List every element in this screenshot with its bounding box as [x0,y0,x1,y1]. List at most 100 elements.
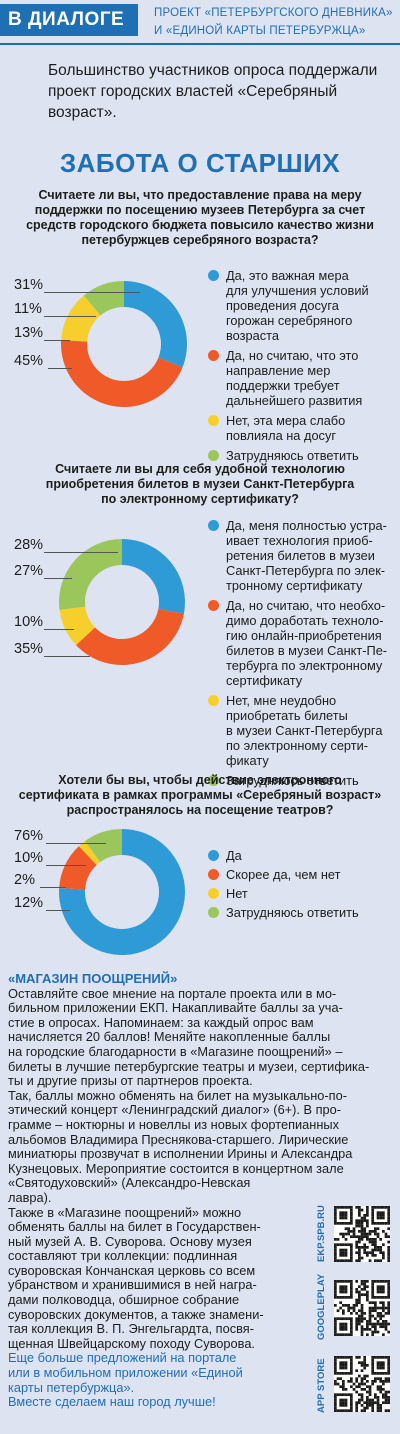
text-line: Еще больше предложений на портале [8,1350,237,1366]
blue-dot-icon [208,850,219,861]
legend-line: Да, меня полностью устра- [226,518,387,533]
legend-item: Затрудняюсь ответить [208,773,396,788]
text-line: ты и другие призы от партнеров проекта. [8,1073,253,1089]
donut-chart-2 [59,539,185,665]
qr-label: EKP.SPB.RU [316,1205,327,1262]
question-line: по электронному сертификату? [101,492,299,506]
legend-line: Затрудняюсь ответить [226,448,359,463]
blue-dot-icon [208,270,219,281]
legend-line: поддержки требует [226,378,340,393]
donut-chart-1 [60,281,187,407]
question-line: приобретения билетов в музеи Санкт-Петер… [45,477,355,491]
legend-line: повлияла на досуг [226,428,337,443]
text-line: Кузнецовых. Мероприятие состоится в конц… [8,1160,344,1176]
legend-line: для улучшения условий [226,283,369,298]
legend-2: Да, меня полностью устра-ивает технологи… [208,518,396,793]
text-line: этический концерт «Ленинградский диалог»… [8,1102,342,1118]
data-label: 28% [14,537,44,553]
question-2: Считаете ли вы для себя удобной технолог… [10,462,390,507]
text-line: карты петербуржца». [8,1379,135,1395]
green-slice [59,539,122,610]
legend-item: Затрудняюсь ответить [208,448,396,463]
yellow-dot-icon [208,415,219,426]
text-line: суворовских документов, а также знамени- [8,1306,264,1322]
green-slice [83,281,124,316]
leader-line [44,316,96,317]
header-divider [0,43,400,45]
legend-line: тронному сертификату [226,578,363,593]
leader-line [46,910,70,911]
legend-line: ивает технология приоб- [226,533,373,548]
data-label: 12% [14,895,44,911]
yellow-dot-icon [208,888,219,899]
qr-code-icon[interactable] [334,1356,390,1412]
text-line: составляют три коллекции: подлинная [8,1248,238,1264]
legend-line: димо доработать техноло- [226,613,384,628]
leader-line [44,340,70,341]
legend-line: возраста [226,328,279,343]
legend-item: Скорее да, чем нет [208,867,396,882]
legend-line: Нет, мне неудобно [226,693,337,708]
legend-item: Да, меня полностью устра-ивает технологи… [208,518,396,593]
text-line: грамме – ноктюрны и новеллы из новых фор… [8,1116,340,1132]
question-line: сертификата в рамках программы «Серебрян… [18,788,382,802]
green-slice [84,829,122,863]
legend-line: Да, это важная мера [226,268,349,283]
text-line: Оставляйте свое мнение на портале проект… [8,985,337,1001]
legend-line: Нет [226,886,248,901]
shop-paragraph-3: Также в «Магазине поощрений» можно обмен… [8,1204,320,1352]
qr-code-icon[interactable] [334,1206,390,1262]
question-line: поддержки по посещению музеев Петербурга… [34,203,366,217]
qr-label: GOOGLEPLAY [316,1273,327,1341]
legend-line: Нет, эта мера слабо [226,413,346,428]
legend-item: Нет, эта мера слабо повлияла на досуг [208,413,396,443]
legend-line: ретения билетов в музеи [226,548,375,563]
leader-line [44,552,118,553]
orange-dot-icon [208,869,219,880]
text-line: бильном приложении ЕКП. Накапливайте бал… [8,1000,343,1016]
legend-line: сертификату [226,673,303,688]
data-label: 27% [14,563,44,579]
legend-1: Да, это важная мера для улучшения условий… [208,268,396,468]
data-label: 13% [14,325,44,341]
legend-item: Да, но считаю, что это направление мер под… [208,348,396,408]
text-line: альбомов Владимира Преснякова-старшего. … [8,1131,349,1147]
leader-line [44,292,140,293]
legend-line: Да [226,848,242,863]
legend-line: Санкт-Петербурга по элек- [226,563,386,578]
lead-text: Большинство участников опроса поддержали… [48,62,378,121]
blue-slice [124,281,187,368]
project-line: И «ЕДИНОЙ КАРТЫ ПЕТЕРБУРЖЦА» [154,25,366,37]
page-title: ЗАБОТА О СТАРШИХ [59,148,341,178]
donut-chart-3 [59,829,186,955]
data-label: 45% [14,353,44,369]
legend-line: гию онлайн-приобретения [226,628,382,643]
shop-paragraph-2: Так, баллы можно обменять на билет на му… [8,1087,392,1206]
data-label: 10% [14,614,44,630]
shop-paragraph-4: Еще больше предложений на портале или в … [8,1351,320,1409]
text-line: стие в опросах. Напоминаем: за каждый оп… [8,1014,314,1030]
text-line: Также в «Магазине поощрений» можно [8,1204,242,1220]
legend-line: Затрудняюсь ответить [226,773,359,788]
text-line: билеты в лучшие петербургские театры и м… [8,1058,370,1074]
question-line: Считаете ли вы для себя удобной технолог… [55,462,345,476]
text-line: Так, баллы можно обменять на билет на му… [8,1087,347,1103]
legend-line: Затрудняюсь ответить [226,905,359,920]
leader-line [48,368,72,369]
project-line: ПРОЕКТ «ПЕТЕРБУРГСКОГО ДНЕВНИКА» [154,7,393,19]
qr-code-icon[interactable] [334,1280,390,1336]
legend-line: дальнейшего развития [226,393,363,408]
orange-slice [76,608,184,665]
question-line: распространялось на посещение театров? [66,803,334,817]
leader-line [40,887,66,888]
text-line: обменять баллы на билет в Государствен- [8,1219,261,1235]
text-line: или в мобильном приложении «Единой [8,1365,243,1381]
legend-item: Нет [208,886,396,901]
section-tag: В ДИАЛОГЕ [0,4,138,36]
legend-line: приобретать билеты [226,708,348,723]
header: В ДИАЛОГЕ ПРОЕКТ «ПЕТЕРБУРГСКОГО ДНЕВНИК… [0,0,400,46]
green-dot-icon [208,450,219,461]
green-dot-icon [208,907,219,918]
text-line: тая коллекция В. П. Энгельгардта, посвя- [8,1321,254,1337]
text-line: начисляется 20 баллов! Меняйте накопленн… [8,1029,331,1045]
